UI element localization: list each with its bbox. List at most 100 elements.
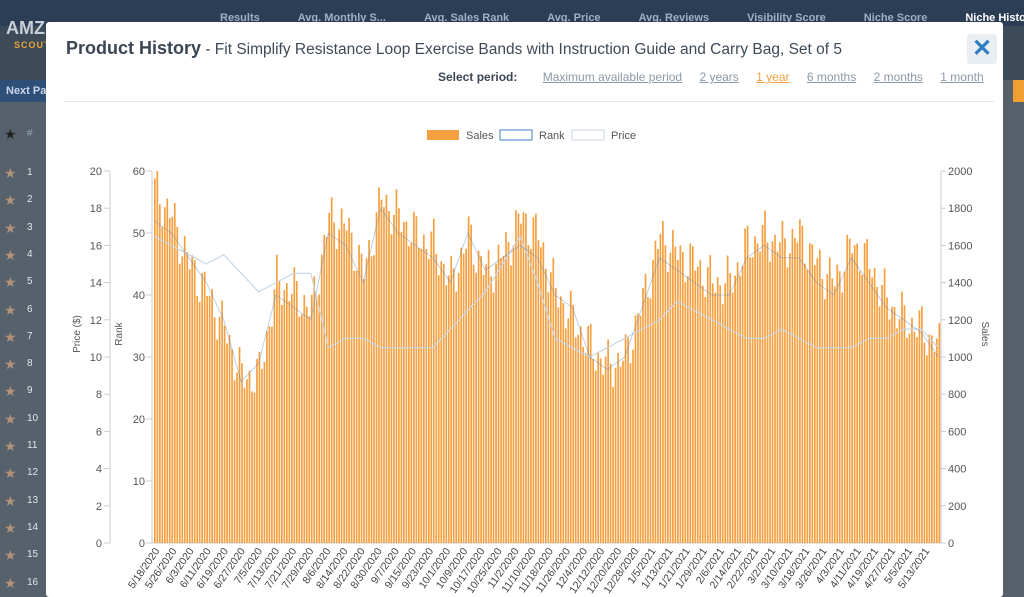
sales-bar — [328, 212, 331, 543]
period-max[interactable]: Maximum available period — [542, 70, 683, 84]
close-button[interactable]: ✕ — [967, 34, 997, 64]
sales-bar — [181, 256, 184, 543]
row-number: 6 — [27, 303, 33, 315]
sales-bar — [851, 253, 854, 543]
row-number: 14 — [27, 521, 39, 533]
sales-bar — [659, 233, 662, 544]
sales-bar — [358, 244, 360, 543]
sales-bar — [440, 261, 443, 543]
sales-bar — [368, 240, 370, 543]
period-6-months[interactable]: 6 months — [806, 70, 857, 84]
sales-bar — [891, 306, 893, 543]
sales-bar — [559, 296, 562, 543]
row-star-icon[interactable]: ★ — [4, 192, 17, 209]
sales-bar — [644, 273, 647, 543]
row-star-icon[interactable]: ★ — [4, 301, 17, 318]
tab-niche-history[interactable]: Niche History — [965, 12, 1024, 24]
sales-bar — [921, 306, 923, 543]
sales-bar — [853, 245, 856, 543]
row-star-icon[interactable]: ★ — [4, 219, 17, 236]
sales-bar — [619, 366, 622, 543]
row-star-icon[interactable]: ★ — [4, 356, 17, 373]
sales-bar — [714, 292, 717, 543]
sales-tick: 1000 — [948, 352, 972, 364]
title-bold: Product History — [66, 38, 202, 58]
sales-bar — [457, 272, 460, 543]
sales-bar — [385, 194, 388, 544]
sales-bar — [604, 356, 607, 543]
row-star-icon[interactable]: ★ — [4, 165, 17, 181]
tab-results[interactable]: Results — [220, 12, 260, 24]
period-2-years[interactable]: 2 years — [699, 70, 739, 84]
sales-bar — [310, 294, 313, 543]
sales-bar — [786, 267, 789, 543]
sales-bar — [482, 274, 485, 543]
row-number: 13 — [27, 494, 39, 506]
sales-bar — [285, 283, 288, 543]
row-star-icon[interactable]: ★ — [4, 438, 17, 454]
tab-avg-monthly-sales[interactable]: Avg. Monthly S... — [297, 12, 386, 24]
sales-bar — [721, 304, 724, 543]
sales-bar — [624, 334, 627, 543]
sales-bar — [836, 264, 839, 543]
sales-bar — [333, 222, 336, 543]
row-star-icon[interactable]: ★ — [4, 519, 17, 536]
sales-bar — [422, 234, 425, 543]
row-star-icon[interactable]: ★ — [4, 328, 17, 345]
legend-rank[interactable]: Rank — [539, 130, 565, 142]
sales-bar — [490, 276, 492, 543]
tab-avg-reviews[interactable]: Avg. Reviews — [638, 12, 710, 24]
sales-bar — [515, 210, 517, 543]
sales-bar — [799, 219, 801, 543]
sales-bar — [549, 272, 552, 543]
row-star-icon[interactable]: ★ — [4, 410, 17, 427]
sales-bar — [380, 199, 383, 543]
sales-bar — [378, 187, 380, 543]
sales-bar — [350, 232, 353, 543]
sales-bar — [360, 253, 363, 543]
sales-bar — [505, 232, 507, 543]
row-star-icon[interactable]: ★ — [4, 274, 17, 291]
sales-bar — [724, 283, 727, 543]
row-star-icon[interactable]: ★ — [4, 246, 17, 263]
tab-visibility-score[interactable]: Visibility Score — [747, 12, 826, 24]
sales-tick: 1200 — [948, 315, 972, 327]
sales-bar — [609, 363, 612, 543]
row-star-icon[interactable]: ★ — [4, 383, 17, 400]
sales-bar — [535, 213, 537, 543]
tab-avg-sales-rank[interactable]: Avg. Sales Rank — [423, 12, 510, 24]
sales-bar — [843, 271, 846, 543]
sales-bar — [390, 234, 393, 543]
sales-bar — [253, 392, 256, 543]
sales-bar — [430, 231, 433, 543]
sales-bar — [455, 291, 458, 543]
tab-avg-price[interactable]: Avg. Price — [547, 12, 601, 24]
rank-tick: 30 — [133, 352, 145, 364]
sales-bar — [804, 263, 806, 543]
sales-bar — [734, 275, 736, 543]
next-page-button[interactable]: Next Page — [0, 80, 46, 102]
sales-bar — [203, 271, 206, 543]
sales-bar — [168, 218, 171, 543]
legend-sales[interactable]: Sales — [466, 130, 494, 142]
period-1-year[interactable]: 1 year — [756, 70, 790, 84]
row-star-icon[interactable]: ★ — [4, 547, 17, 564]
sales-bar — [161, 227, 164, 543]
row-star-icon[interactable]: ★ — [4, 465, 17, 482]
row-number: 15 — [27, 549, 39, 561]
period-2-months[interactable]: 2 months — [873, 70, 923, 84]
row-star-icon[interactable]: ★ — [4, 492, 17, 509]
tab-niche-score[interactable]: Niche Score — [863, 12, 928, 24]
row-star-icon[interactable]: ★ — [4, 574, 17, 591]
sales-bar — [271, 326, 273, 543]
sales-bar — [410, 242, 413, 543]
sales-bar — [325, 237, 328, 543]
legend-price[interactable]: Price — [611, 130, 636, 142]
sales-bar — [158, 204, 161, 543]
sales-bar — [330, 197, 333, 543]
sales-bar — [206, 295, 208, 543]
sales-bar — [709, 255, 712, 544]
background-tabs: Results Avg. Monthly S... Avg. Sales Ran… — [220, 12, 1024, 24]
row-number: 7 — [27, 330, 33, 342]
period-1-month[interactable]: 1 month — [940, 70, 984, 84]
